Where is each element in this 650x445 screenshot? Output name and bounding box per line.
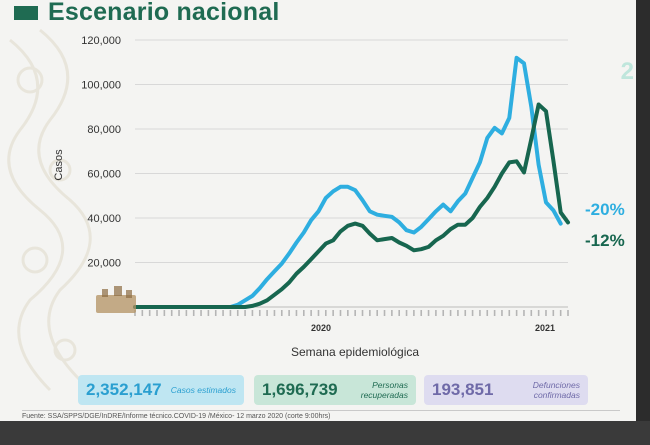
y-axis-label: Casos — [53, 149, 65, 181]
y-tick-label: 120,000 — [81, 35, 121, 47]
deaths-value: 193,851 — [432, 380, 494, 399]
y-tick-label: 100,000 — [81, 80, 121, 92]
recovered-value: 1,696,739 — [262, 380, 338, 399]
y-tick-label: 40,000 — [87, 213, 121, 225]
deaths-card: 193,851 Defunciones confirmadas — [424, 375, 588, 405]
cropped-digit: 2 — [620, 58, 634, 85]
deaths-label: Defunciones confirmadas — [532, 380, 580, 400]
source-footnote: Fuente: SSA/SPPS/DGE/InDRE/Informe técni… — [22, 410, 620, 420]
annotation-estimated: -20% — [585, 200, 625, 219]
title-accent-bar — [14, 6, 38, 20]
screen-frame-bottom — [0, 421, 650, 445]
x-axis-label: Semana epidemiológica — [291, 345, 419, 359]
annotation-recovered: -12% — [585, 231, 625, 250]
y-tick-label: 80,000 — [87, 124, 121, 136]
estimated-cases-label: Casos estimados — [170, 385, 236, 395]
coat-of-arms-emblem — [96, 286, 136, 313]
background-pattern — [7, 28, 92, 392]
x-axis-ticks — [134, 306, 569, 316]
recovered-label: Personas recuperadas — [360, 380, 408, 400]
page-title: Escenario nacional — [48, 0, 280, 26]
recovered-card: 1,696,739 Personas recuperadas — [254, 375, 416, 405]
x-year-label-2020: 2020 — [311, 323, 331, 333]
epidemic-curve-chart: 20,000 40,000 60,000 80,000 100,000 120,000 C… — [53, 35, 625, 359]
x-year-label-2021: 2021 — [535, 323, 555, 333]
chart-series: -20% -12% — [133, 55, 625, 309]
y-tick-label: 20,000 — [87, 258, 121, 270]
y-tick-labels: 20,000 40,000 60,000 80,000 100,000 120,000 — [81, 35, 121, 270]
y-tick-label: 60,000 — [87, 169, 121, 181]
estimated-cases-card: 2,352,147 Casos estimados — [78, 375, 244, 405]
screen-frame-right — [636, 0, 650, 445]
estimated-cases-value: 2,352,147 — [86, 380, 162, 399]
series-line-recovered — [133, 102, 570, 309]
